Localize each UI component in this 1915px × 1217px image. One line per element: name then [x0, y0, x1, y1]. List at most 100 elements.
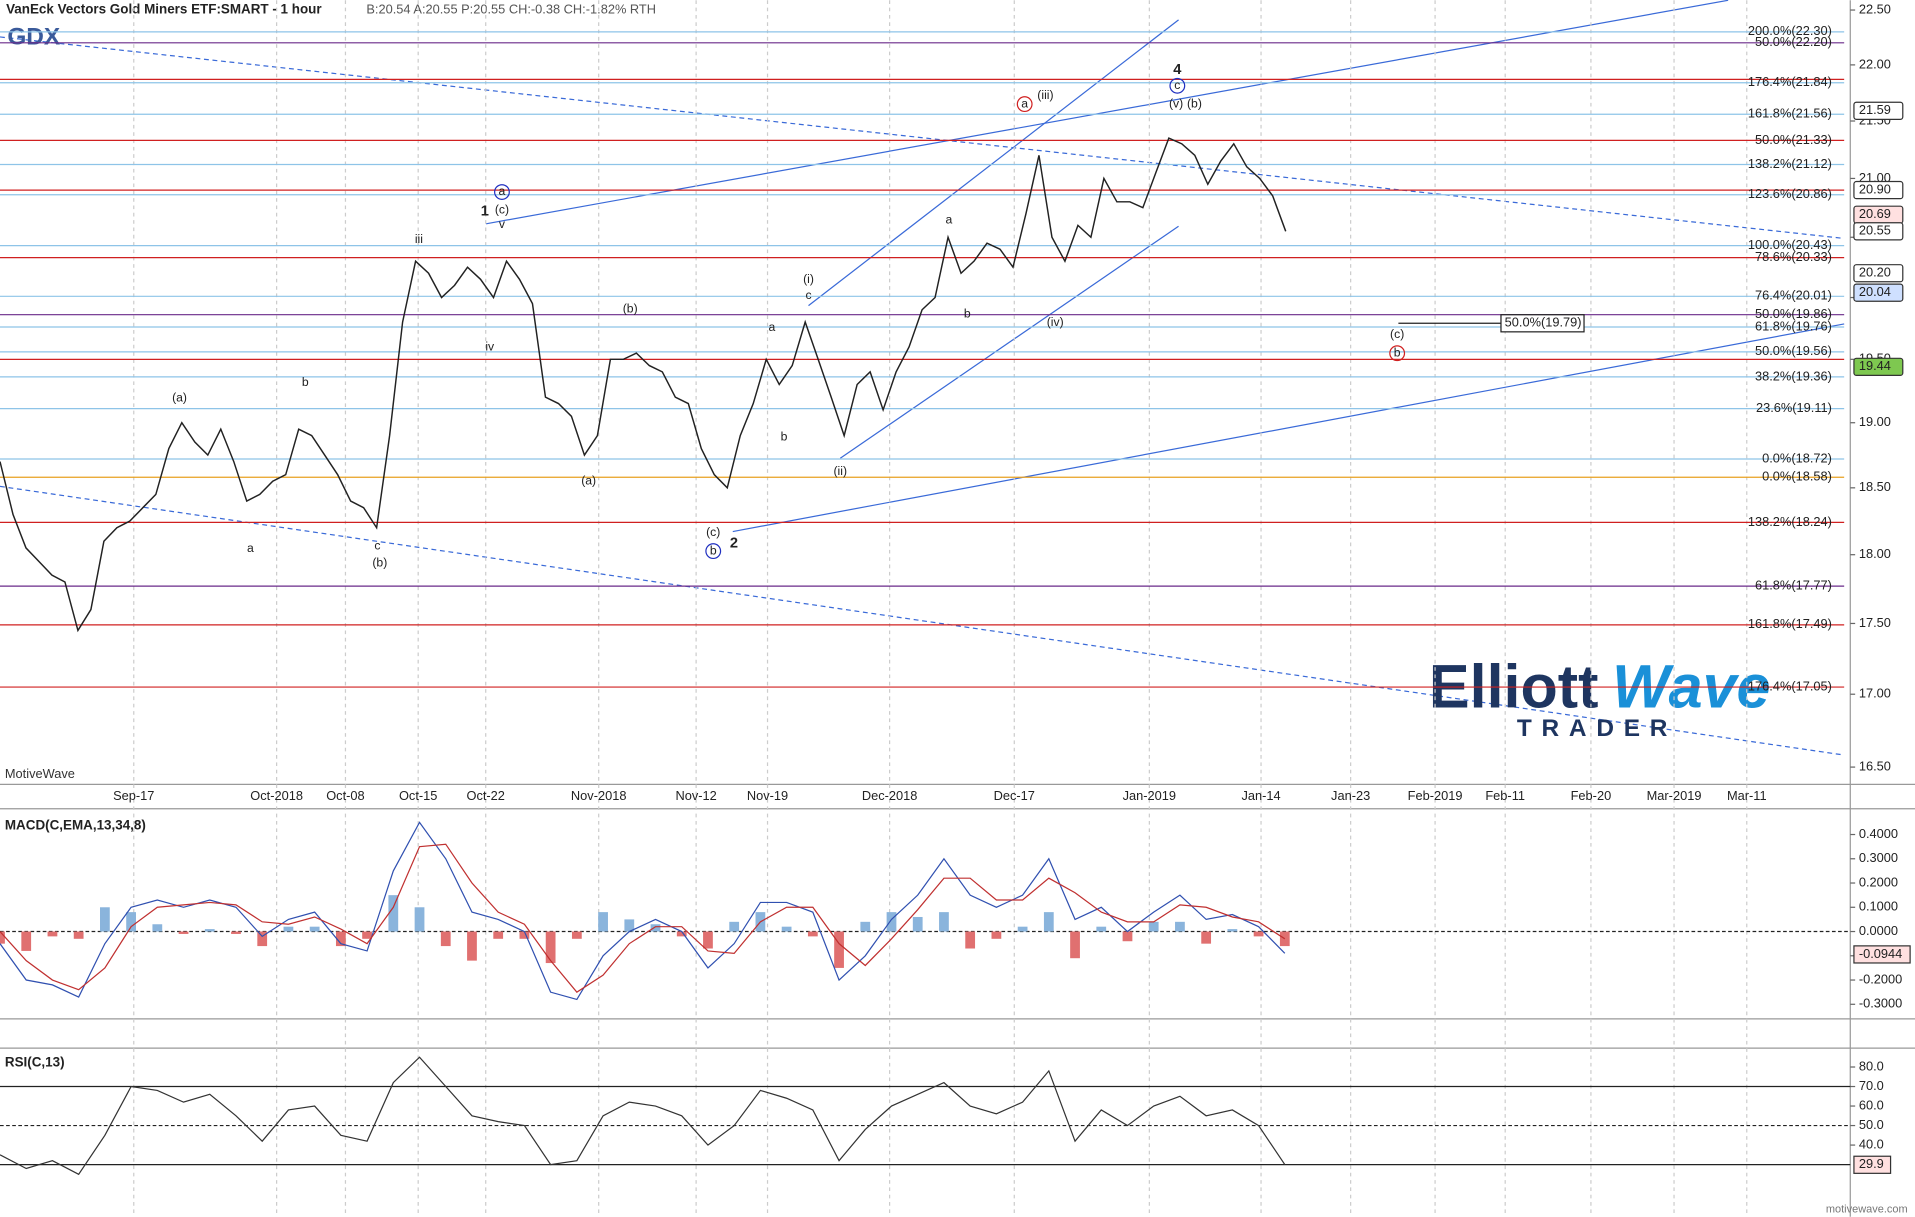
- x-tick-label: Oct-2018: [250, 788, 303, 803]
- wave-label: (c): [1390, 327, 1404, 341]
- histogram-bar: [1122, 931, 1133, 942]
- wave-label: a: [768, 320, 775, 334]
- x-tick-label: Mar-11: [1727, 788, 1767, 803]
- x-tick-label: Oct-22: [466, 788, 504, 803]
- y-tick-label: 22.50: [1859, 1, 1891, 16]
- wave-label: (b): [623, 301, 638, 315]
- wave-label: (iii): [1037, 88, 1053, 102]
- histogram-bar: [650, 924, 661, 932]
- histogram-bar: [126, 912, 136, 932]
- x-tick-label: Oct-15: [399, 788, 437, 803]
- x-tick-label: Dec-2018: [862, 788, 918, 803]
- macd-line: [0, 843, 1286, 993]
- trendline: [0, 485, 1845, 756]
- wave-circle: [1169, 77, 1186, 94]
- histogram-bar: [939, 912, 949, 932]
- y-tick-label: 0.0000: [1859, 923, 1898, 938]
- wave-label: (iv): [1047, 315, 1064, 329]
- x-tick-label: Feb-2019: [1408, 788, 1463, 803]
- y-tick-label: 40.0: [1859, 1136, 1884, 1151]
- y-tick-label: -0.3000: [1859, 996, 1902, 1011]
- histogram-bar: [309, 926, 320, 932]
- histogram-bar: [886, 912, 897, 932]
- histogram-bar: [362, 931, 372, 939]
- y-tick-label: 50.0: [1859, 1117, 1884, 1132]
- wave-label: v: [499, 217, 506, 231]
- fib-label: 176.4%(21.84): [1748, 74, 1832, 89]
- price-line: [0, 137, 1287, 633]
- y-tick-label: 80.0: [1859, 1058, 1884, 1073]
- wave-circle: [1389, 345, 1406, 362]
- histogram-bar: [467, 931, 477, 961]
- x-tick-label: Nov-12: [675, 788, 716, 803]
- histogram-bar: [1070, 931, 1080, 959]
- wave-label: c: [805, 288, 811, 302]
- wave-circle: [1016, 96, 1033, 113]
- wave-label: 4: [1173, 62, 1182, 78]
- x-tick-label: Feb-11: [1485, 788, 1525, 803]
- fib-label: 176.4%(17.05): [1748, 678, 1832, 693]
- y-tick-label: 16.50: [1859, 758, 1891, 773]
- histogram-bar: [99, 907, 110, 932]
- y-tick-label: 0.2000: [1859, 874, 1898, 889]
- histogram-bar: [598, 912, 608, 932]
- histogram-bar: [1017, 926, 1028, 932]
- histogram-bar: [1253, 931, 1264, 937]
- y-tick-label: 17.50: [1859, 615, 1891, 630]
- wave-circle: [494, 184, 510, 200]
- fib-label: 50.0%(22.20): [1755, 34, 1832, 49]
- wave-label: 1: [481, 203, 489, 219]
- watermark: MotiveWave: [5, 766, 75, 781]
- histogram-bar: [388, 895, 399, 932]
- histogram-bar: [414, 907, 425, 932]
- wave-label: (ii): [833, 464, 847, 478]
- histogram-bar: [440, 931, 451, 947]
- wave-label: b: [781, 430, 788, 444]
- x-tick-label: Feb-20: [1571, 788, 1612, 803]
- y-tick-label: -0.2000: [1859, 971, 1902, 986]
- price-marker-label: 21.59: [1859, 102, 1891, 117]
- wave-label: b: [302, 375, 309, 389]
- histogram-bar: [912, 916, 923, 932]
- wave-label: 2: [730, 536, 738, 552]
- x-tick-label: Oct-08: [326, 788, 364, 803]
- fib-label: 50.0%(19.86): [1755, 306, 1832, 321]
- histogram-bar: [283, 926, 294, 932]
- fib-label: 161.8%(17.49): [1748, 616, 1832, 631]
- wave-label: (v): [1169, 96, 1183, 110]
- fib-label: 61.8%(17.77): [1755, 577, 1832, 592]
- price-marker-label: 20.90: [1859, 181, 1891, 196]
- price-marker: [1853, 357, 1904, 377]
- macd-title: MACD(C,EMA,13,34,8): [5, 817, 146, 832]
- wave-label: a: [247, 541, 254, 555]
- wave-label: b: [710, 543, 717, 557]
- wave-label: (a): [581, 474, 596, 488]
- wave-label: (b): [372, 556, 387, 570]
- price-marker: [1853, 264, 1904, 283]
- fib-label: 200.0%(22.30): [1748, 23, 1832, 38]
- histogram-bar: [860, 921, 871, 932]
- y-tick-label: 19.00: [1859, 414, 1891, 429]
- histogram-bar: [257, 931, 268, 947]
- fib-label: 61.8%(19.76): [1755, 318, 1832, 333]
- fib-label: 23.6%(19.11): [1756, 400, 1832, 415]
- wave-label: (a): [172, 391, 187, 405]
- wave-label: b: [1394, 345, 1401, 359]
- trendline: [0, 36, 1845, 240]
- histogram-bar: [1148, 921, 1159, 932]
- wave-label: (c): [706, 525, 720, 539]
- quote: B:20.54 A:20.55 P:20.55 CH:-0.38 CH:-1.8…: [366, 1, 656, 16]
- fib-label: 0.0%(18.58): [1762, 469, 1832, 484]
- last-marker: [1853, 1155, 1892, 1174]
- histogram-bar: [571, 931, 582, 939]
- histogram-bar: [807, 931, 818, 937]
- wave-label: c: [374, 538, 380, 552]
- y-tick-label: 60.0: [1859, 1097, 1884, 1112]
- price-marker-label: 20.55: [1859, 223, 1891, 238]
- y-tick-label: 0.4000: [1859, 826, 1898, 841]
- fib-label: 138.2%(21.12): [1748, 156, 1832, 171]
- wave-label: (b): [1187, 96, 1202, 110]
- histogram-bar: [624, 919, 635, 932]
- histogram-bar: [545, 931, 556, 964]
- wave-label: b: [964, 306, 971, 320]
